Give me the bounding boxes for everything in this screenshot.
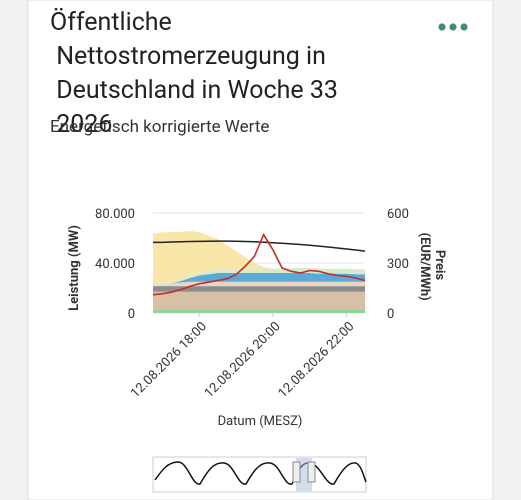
line — [153, 240, 366, 252]
area — [153, 309, 365, 313]
card — [27, 0, 494, 500]
navigator-handle[interactable] — [292, 461, 301, 483]
navigator[interactable] — [152, 456, 367, 493]
area — [153, 231, 365, 285]
navigator-line — [154, 461, 367, 485]
line — [152, 232, 366, 296]
plot — [152, 212, 368, 314]
menu-dot[interactable] — [438, 23, 446, 31]
area — [153, 273, 365, 287]
y-tick-label: 40.000 — [95, 257, 135, 272]
y2-axis-title: Preis (EUR/MWh) — [417, 229, 447, 300]
y-tick-label: 0 — [128, 307, 135, 322]
y2-tick-label: 300 — [387, 257, 409, 272]
navigator-frame — [152, 456, 367, 493]
menu-button[interactable] — [438, 23, 468, 31]
y-axis-title: Leistung (MW) — [67, 225, 82, 311]
area — [153, 281, 365, 287]
y2-tick-label: 600 — [387, 207, 409, 222]
y2-tick-label: 0 — [387, 307, 394, 322]
y-tick-label: 80.000 — [95, 207, 135, 222]
subtitle: Energetisch korrigierte Werte — [50, 117, 269, 137]
menu-dot[interactable] — [460, 23, 468, 31]
navigator-handle[interactable] — [307, 461, 316, 483]
x-axis-title: Datum (MESZ) — [218, 414, 303, 429]
area — [153, 291, 365, 310]
area — [153, 268, 365, 287]
area — [153, 286, 365, 292]
title: Öffentliche Nettostromerzeugung in Deuts… — [50, 7, 338, 139]
menu-dot[interactable] — [449, 23, 457, 31]
